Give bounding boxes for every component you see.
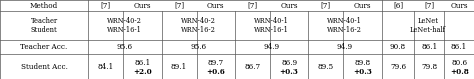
Text: Ours: Ours	[207, 2, 225, 10]
Text: WRN-40-2
WRN-16-2: WRN-40-2 WRN-16-2	[181, 17, 216, 34]
Text: 89.1: 89.1	[171, 63, 187, 71]
Text: Ours: Ours	[354, 2, 371, 10]
Text: LeNet
LeNet-half: LeNet LeNet-half	[410, 17, 446, 34]
Text: 80.6: 80.6	[451, 59, 467, 67]
Text: 86.1: 86.1	[451, 43, 467, 51]
Text: 79.8: 79.8	[421, 63, 438, 71]
Text: WRN-40-1
WRN-16-1: WRN-40-1 WRN-16-1	[254, 17, 289, 34]
Text: 84.1: 84.1	[98, 63, 114, 71]
Text: Ours: Ours	[134, 2, 151, 10]
Text: [7]: [7]	[321, 2, 331, 10]
Text: Ours: Ours	[280, 2, 298, 10]
Text: 86.1: 86.1	[421, 43, 438, 51]
Text: 94.9: 94.9	[264, 43, 280, 51]
Text: +0.8: +0.8	[450, 68, 468, 76]
Text: Teacher Acc.: Teacher Acc.	[20, 43, 68, 51]
Text: Teacher
Student: Teacher Student	[30, 17, 58, 34]
Text: +2.0: +2.0	[133, 68, 152, 76]
Text: [7]: [7]	[100, 2, 111, 10]
Text: 86.9: 86.9	[281, 59, 297, 67]
Text: WRN-40-1
WRN-16-2: WRN-40-1 WRN-16-2	[328, 17, 362, 34]
Text: [7]: [7]	[174, 2, 184, 10]
Text: 86.7: 86.7	[245, 63, 261, 71]
Text: 86.1: 86.1	[134, 59, 151, 67]
Text: [7]: [7]	[247, 2, 257, 10]
Text: [6]: [6]	[393, 2, 403, 10]
Text: +0.3: +0.3	[280, 68, 299, 76]
Text: +0.3: +0.3	[353, 68, 372, 76]
Text: 90.8: 90.8	[390, 43, 406, 51]
Text: 79.6: 79.6	[390, 63, 406, 71]
Text: Student Acc.: Student Acc.	[21, 63, 67, 71]
Text: +0.6: +0.6	[206, 68, 225, 76]
Text: 94.9: 94.9	[337, 43, 353, 51]
Text: 95.6: 95.6	[190, 43, 206, 51]
Text: Ours: Ours	[450, 2, 468, 10]
Text: [7]: [7]	[424, 2, 435, 10]
Text: WRN-40-2
WRN-16-1: WRN-40-2 WRN-16-1	[108, 17, 142, 34]
Text: 95.6: 95.6	[117, 43, 133, 51]
Text: 89.5: 89.5	[318, 63, 334, 71]
Text: Method: Method	[30, 2, 58, 10]
Text: 89.8: 89.8	[355, 59, 371, 67]
Text: 89.7: 89.7	[208, 59, 224, 67]
